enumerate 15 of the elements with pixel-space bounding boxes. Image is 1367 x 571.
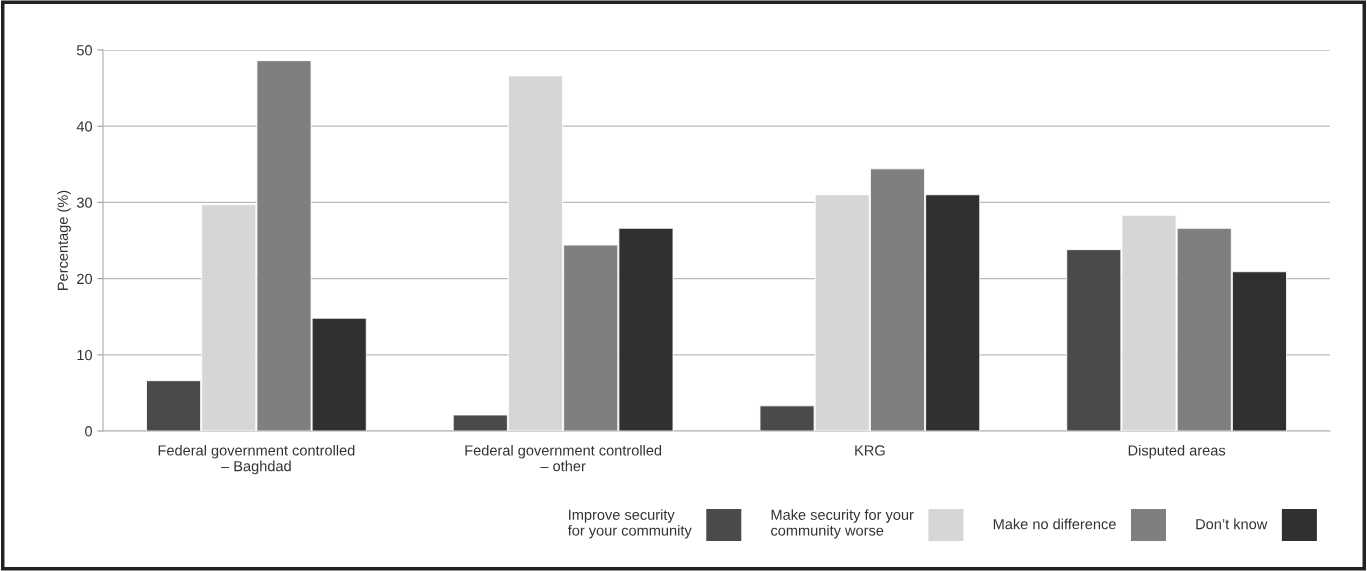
legend-label: Make security for your community worse xyxy=(771,509,914,539)
y-tick-label: 0 xyxy=(85,426,93,437)
x-tick-label: Federal government controlled – other xyxy=(465,444,662,472)
legend-label: Make no difference xyxy=(993,518,1116,530)
y-tick-label: 30 xyxy=(76,197,93,208)
x-tick-label: Federal government controlled – Baghdad xyxy=(158,444,355,475)
y-tick-label: 10 xyxy=(77,349,93,361)
x-tick-label: KRG xyxy=(855,445,885,456)
y-axis-title: Percentage (%) xyxy=(57,190,71,290)
x-tick-label: Disputed areas xyxy=(1128,444,1226,459)
legend-label: Improve security for your community xyxy=(567,509,692,539)
legend-label: Don’t know xyxy=(1196,518,1268,530)
y-tick-label: 40 xyxy=(76,121,93,132)
y-tick-label: 20 xyxy=(77,273,93,285)
y-tick-label: 50 xyxy=(76,45,93,56)
